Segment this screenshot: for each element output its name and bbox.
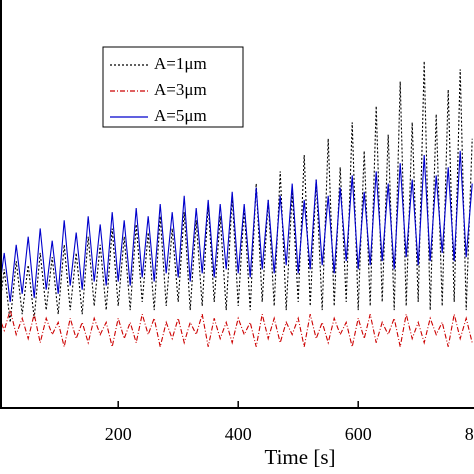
series-line (0, 150, 473, 302)
x-tick-label: 400 (225, 424, 252, 444)
x-axis-title: Time [s] (265, 445, 336, 469)
x-tick-label: 800 (465, 424, 474, 444)
x-tick-label: 600 (345, 424, 372, 444)
legend-box (102, 46, 244, 128)
legend-label: A=5μm (154, 106, 207, 125)
series-line (0, 61, 473, 323)
legend-label: A=1μm (154, 54, 207, 73)
x-tick-label: 200 (105, 424, 132, 444)
series-line (0, 307, 473, 347)
legend-label: A=3μm (154, 80, 207, 99)
